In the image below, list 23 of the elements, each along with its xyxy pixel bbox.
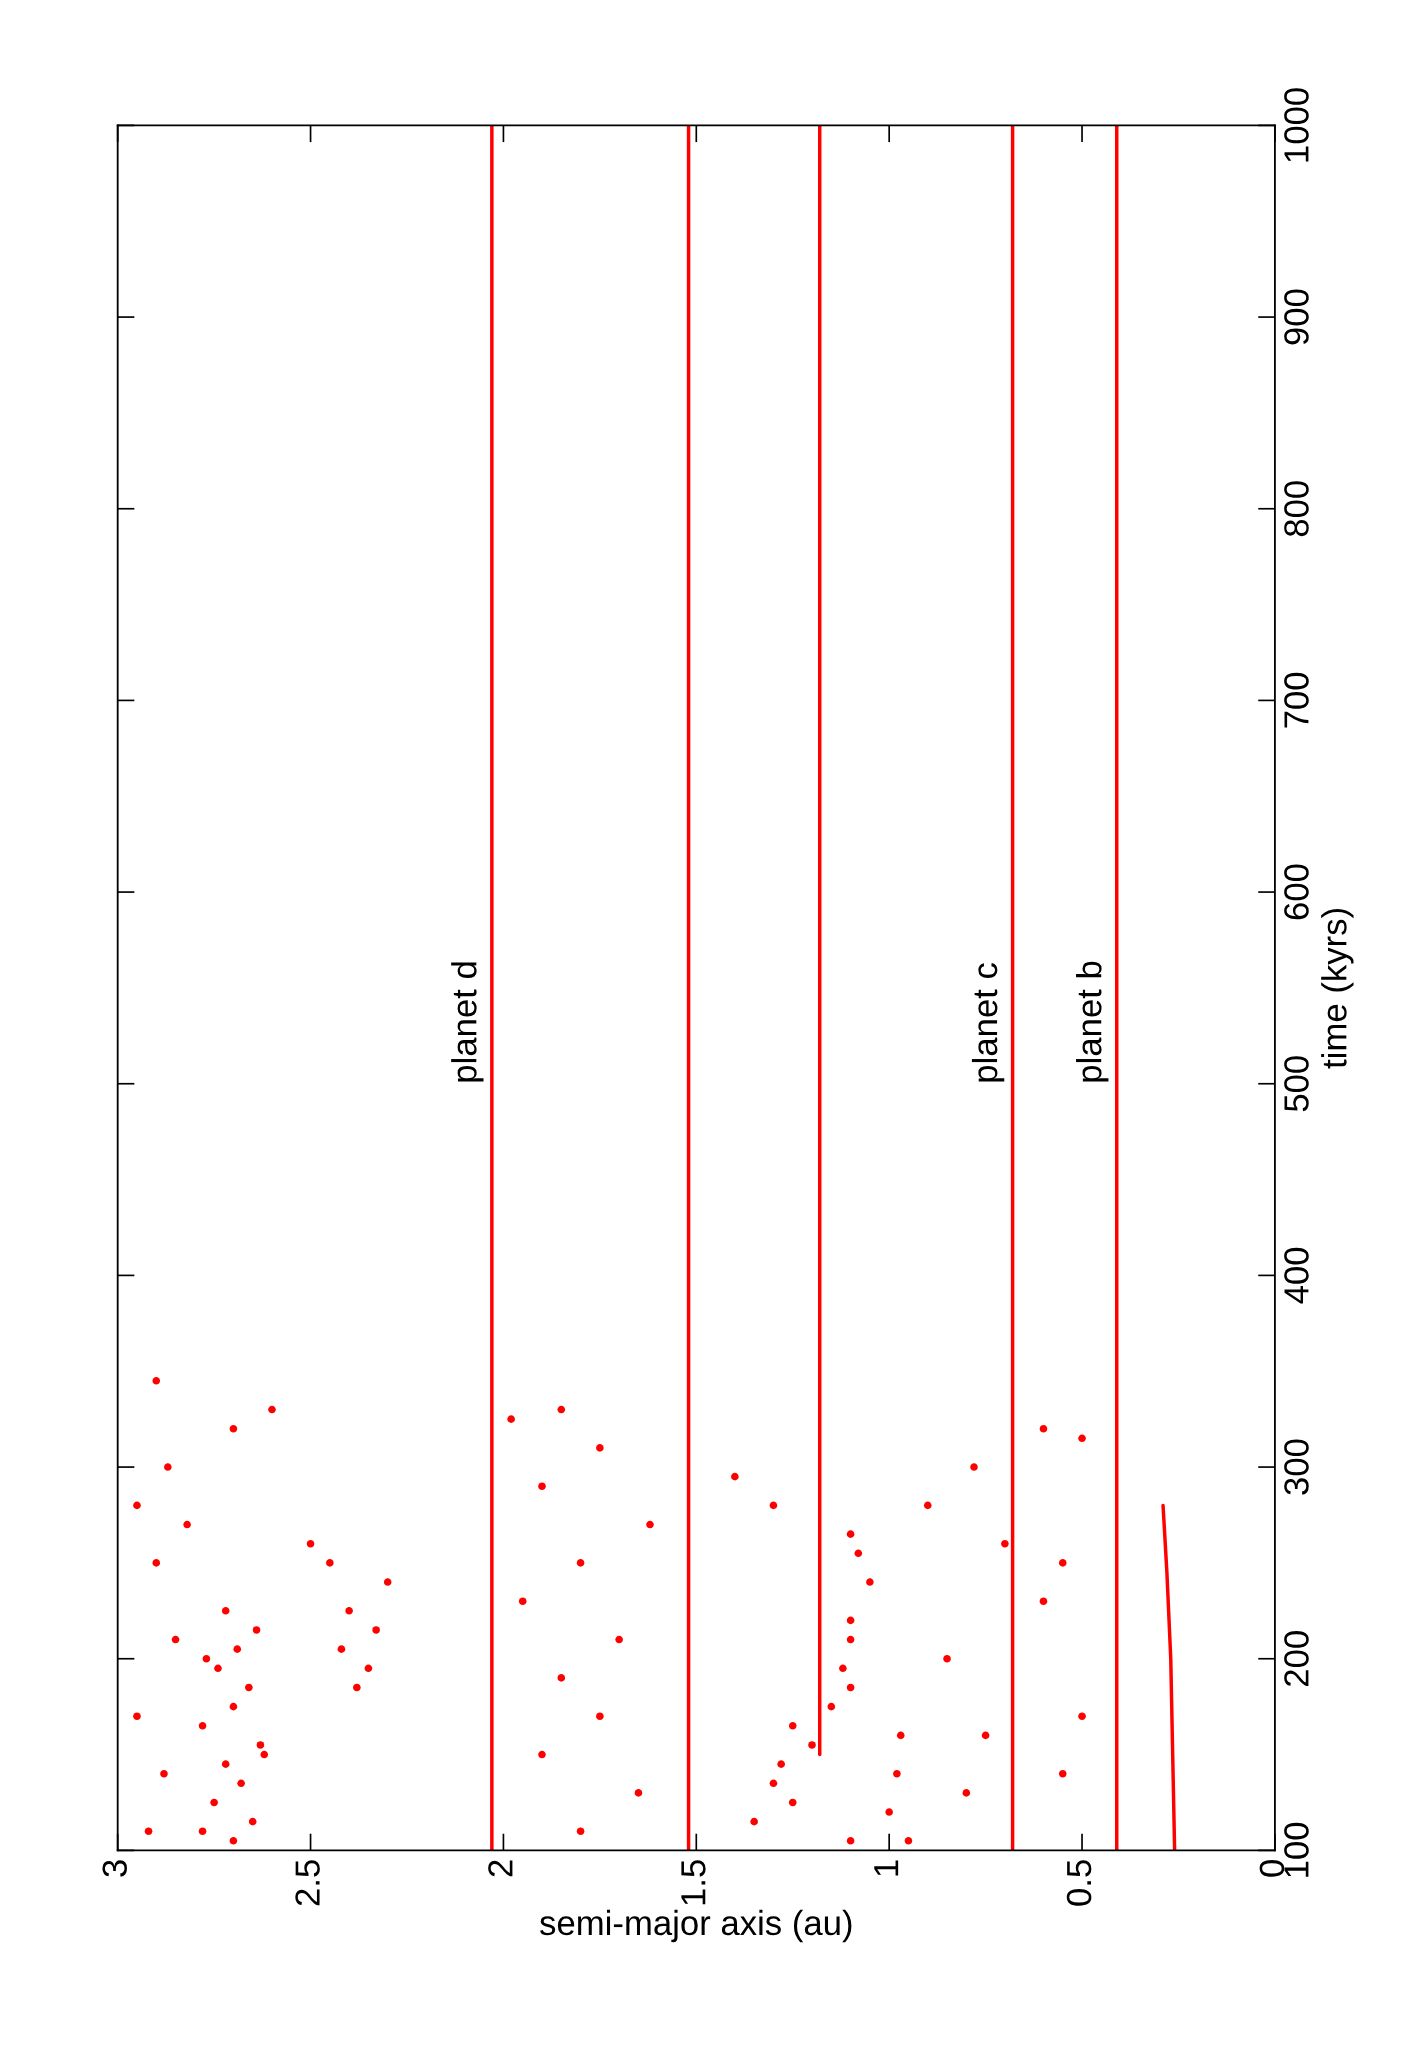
y-tick-label: 400 [1284,1247,1309,1304]
y-tick-label: 300 [1284,1439,1309,1495]
y-axis-title: time (kyrs) [1321,909,1354,1069]
y-tick-label: 100 [1284,1822,1309,1877]
x-tick-label: 2 [488,1860,513,1877]
y-tick-label: 800 [1284,481,1309,537]
x-tick-label: 1 [874,1860,899,1876]
y-tick-label: 1000 [1284,88,1309,162]
y-tick-label: 900 [1284,289,1309,345]
line-series [1161,1503,1177,1851]
x-axis-title: semi-major axis (au) [540,1909,852,1943]
annotation: planet b [1076,961,1109,1082]
annotation: planet c [971,963,1005,1082]
y-tick-label: 600 [1284,864,1309,920]
x-tick-label: 3 [102,1860,127,1877]
x-tick-label: 2.5 [295,1860,320,1906]
x-tick-label: 0 [1259,1860,1285,1877]
x-tick-label: 0.5 [1066,1860,1092,1906]
x-tick-label: 1.5 [681,1860,706,1905]
y-tick-label: 200 [1284,1631,1309,1686]
y-tick-label: 700 [1284,672,1309,728]
y-tick-label: 500 [1284,1056,1309,1112]
annotation: planet d [451,962,484,1082]
